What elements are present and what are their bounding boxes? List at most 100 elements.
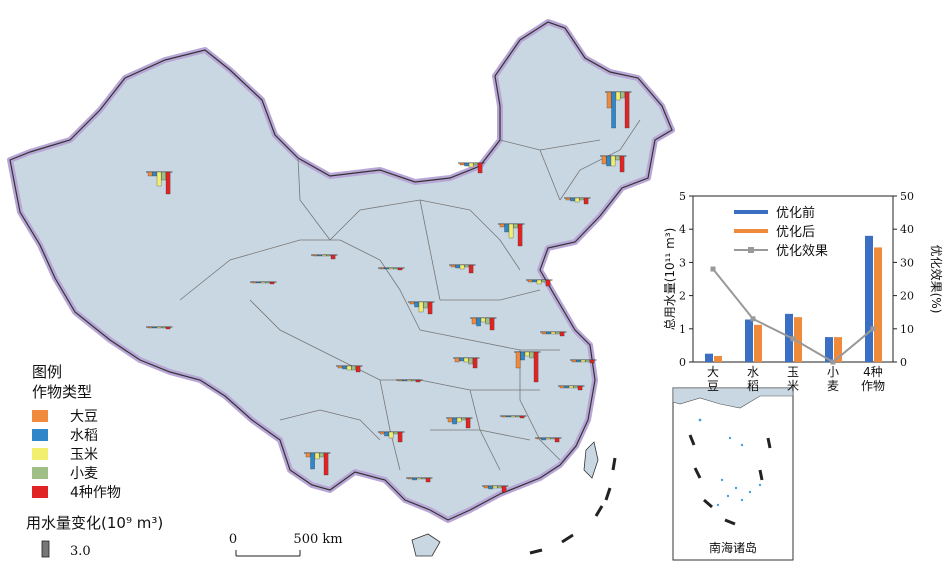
map-bar bbox=[379, 431, 385, 435]
map-bar bbox=[574, 197, 580, 203]
map-bar bbox=[452, 417, 457, 425]
map-bar bbox=[477, 162, 483, 174]
map-bar bbox=[573, 385, 578, 389]
chart-background bbox=[660, 186, 945, 382]
map-bar bbox=[541, 279, 546, 283]
map-bar bbox=[454, 357, 460, 363]
map-bar-glyph bbox=[311, 254, 338, 260]
map-bar bbox=[393, 267, 398, 270]
map-bar bbox=[152, 326, 157, 329]
legend-swatch bbox=[32, 410, 48, 422]
map-bar bbox=[397, 267, 403, 271]
inset-land bbox=[672, 387, 794, 409]
map-bar bbox=[550, 331, 556, 335]
map-bar bbox=[501, 485, 507, 493]
map-bar-glyph bbox=[453, 357, 480, 369]
map-bar-glyph bbox=[600, 155, 627, 173]
map-bar bbox=[384, 267, 389, 270]
map-bar bbox=[619, 155, 625, 173]
y-right-tick-label: 50 bbox=[900, 190, 914, 203]
map-bar-glyph bbox=[408, 301, 435, 315]
map-bar bbox=[483, 485, 489, 489]
map-bar bbox=[337, 365, 343, 369]
map-bar bbox=[415, 379, 421, 383]
map-bar bbox=[565, 197, 571, 201]
map-bar-glyph bbox=[146, 171, 173, 195]
maritime-boundary-dashes bbox=[529, 457, 617, 555]
y-right-tick-label: 20 bbox=[900, 290, 914, 303]
legend-crop-type-title: 作物类型 bbox=[32, 383, 92, 401]
y-right-axis-label: 优化效果(%) bbox=[929, 245, 944, 314]
map-bar-glyph bbox=[146, 326, 173, 330]
map-bar bbox=[532, 279, 537, 283]
map-bar bbox=[585, 359, 590, 363]
map-bar bbox=[421, 477, 426, 480]
map-bar-glyph bbox=[570, 359, 597, 364]
chart-line-point bbox=[710, 266, 716, 272]
map-bar bbox=[545, 437, 551, 440]
map-bar-glyph bbox=[446, 417, 473, 429]
map-bar bbox=[425, 477, 431, 483]
inset-frame bbox=[672, 387, 794, 561]
map-bar bbox=[397, 431, 403, 443]
map-bar bbox=[418, 301, 424, 313]
y-tick-label: 4 bbox=[679, 223, 686, 236]
map-bar bbox=[147, 326, 153, 329]
y-tick-label: 1 bbox=[679, 323, 686, 336]
map-bar bbox=[459, 162, 465, 166]
chart-bar bbox=[825, 337, 833, 362]
map-bar bbox=[305, 452, 311, 458]
map-bar bbox=[152, 171, 157, 177]
chart-legend-label: 优化后 bbox=[776, 225, 815, 240]
map-bar-glyph bbox=[605, 91, 632, 129]
map-bar bbox=[615, 91, 621, 101]
legend-swatch bbox=[32, 429, 48, 441]
map-bar bbox=[310, 452, 315, 470]
map-bar-glyph bbox=[449, 264, 476, 274]
china-map bbox=[7, 19, 675, 523]
map-bar bbox=[323, 452, 329, 476]
map-bar bbox=[407, 477, 413, 480]
map-bar bbox=[527, 279, 533, 283]
map-bar-glyph bbox=[378, 431, 405, 443]
map-bar bbox=[459, 264, 465, 270]
map-bar bbox=[519, 415, 525, 419]
map-bar bbox=[580, 359, 586, 363]
legend-swatch bbox=[32, 486, 48, 498]
map-bar bbox=[568, 385, 574, 389]
map-bar-glyph bbox=[558, 385, 585, 391]
map-bar bbox=[559, 385, 565, 389]
map-bar bbox=[583, 197, 589, 205]
map-bar-glyphs bbox=[146, 91, 632, 493]
map-bar bbox=[342, 365, 347, 370]
map-bar bbox=[615, 155, 620, 161]
map-bar bbox=[321, 254, 327, 257]
map-bar bbox=[579, 197, 584, 201]
legend-item-label: 水稻 bbox=[70, 428, 98, 444]
map-bar-glyph bbox=[458, 162, 485, 174]
chart-line-point bbox=[750, 316, 756, 322]
map-bar bbox=[480, 317, 486, 323]
chart-line-point bbox=[830, 359, 836, 365]
map-bar bbox=[406, 379, 412, 382]
chart-bar bbox=[834, 337, 842, 362]
map-bar bbox=[355, 365, 361, 373]
map-bar bbox=[165, 171, 171, 195]
y-tick-label: 5 bbox=[679, 190, 686, 203]
chart-bar bbox=[714, 356, 722, 362]
map-bar bbox=[541, 437, 546, 441]
map-bar bbox=[402, 379, 407, 382]
map-bar bbox=[533, 351, 539, 383]
map-bar-glyph bbox=[540, 331, 567, 337]
map-bar-glyph bbox=[526, 279, 553, 287]
chart-bar bbox=[785, 313, 793, 362]
chart-bar bbox=[865, 235, 873, 362]
map-bar bbox=[317, 254, 322, 257]
scale-bar-distance: 500 km bbox=[293, 532, 342, 547]
map-bar bbox=[517, 223, 523, 247]
map-bar bbox=[379, 267, 385, 270]
map-bar bbox=[468, 162, 474, 168]
x-tick-label: 玉米 bbox=[787, 365, 799, 393]
map-bar bbox=[319, 452, 324, 458]
map-bar-glyph bbox=[500, 415, 527, 419]
